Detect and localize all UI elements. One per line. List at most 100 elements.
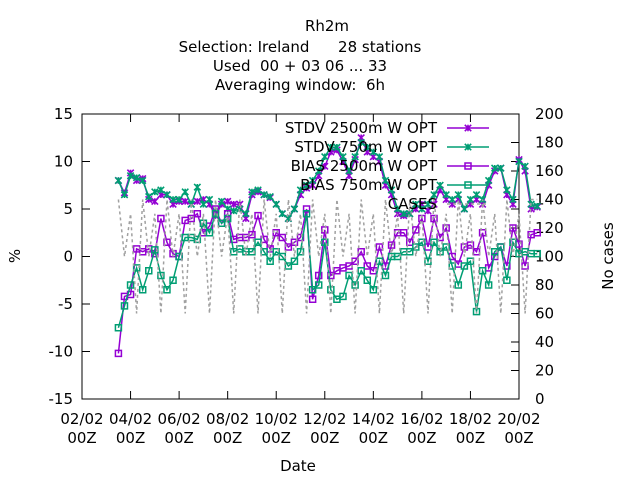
x-tick-label-date: 08/02 (206, 410, 249, 428)
data-point (302, 205, 311, 213)
data-point (229, 200, 238, 209)
x-tick-label-hour: 00Z (310, 429, 339, 447)
data-point (509, 238, 517, 246)
legend-label: CASES (388, 195, 437, 213)
data-point (296, 248, 305, 256)
data-point (163, 238, 171, 246)
y2-tick-label: 0 (535, 390, 545, 408)
y2-tick-label: 200 (535, 105, 564, 123)
data-point (290, 257, 299, 265)
data-point (478, 267, 487, 275)
data-point (163, 190, 171, 199)
data-point (114, 324, 123, 332)
data-point (375, 243, 384, 251)
data-point (442, 243, 450, 251)
data-point (418, 205, 426, 213)
data-point (266, 257, 274, 265)
data-point (260, 248, 268, 256)
data-point (254, 211, 262, 220)
data-point (406, 238, 414, 246)
data-point (157, 214, 165, 223)
data-point (193, 210, 202, 218)
y-tick-label: 10 (54, 153, 73, 171)
data-point (466, 195, 475, 204)
data-point (472, 248, 481, 256)
data-point (284, 262, 293, 270)
data-point (296, 186, 305, 194)
x-tick-label-hour: 00Z (213, 429, 242, 447)
data-point (144, 192, 153, 201)
data-point (345, 271, 353, 280)
series-bias-2500m (114, 205, 541, 358)
data-point (260, 190, 268, 199)
x-tick-label-date: 18/02 (449, 410, 492, 428)
x-tick-label-hour: 00Z (67, 429, 96, 447)
data-point (442, 190, 450, 199)
data-point (369, 148, 378, 156)
x-tick-label-hour: 00Z (164, 429, 193, 447)
data-point (138, 286, 147, 294)
x-tick-label-date: 02/02 (60, 410, 103, 428)
x-tick-label-hour: 00Z (262, 429, 291, 447)
data-point (472, 190, 481, 199)
data-point (169, 195, 177, 204)
data-point (205, 195, 214, 204)
chart-subtitle-line-2: Used 00 + 03 06 ... 33 (213, 57, 387, 75)
x-tick-label-date: 12/02 (303, 410, 346, 428)
chart-title: Rh2m (305, 17, 349, 35)
legend-label: BIAS 750m W OPT (300, 176, 438, 194)
data-point (454, 281, 463, 289)
data-point (120, 302, 129, 310)
data-point (175, 195, 183, 204)
data-point (284, 243, 293, 251)
data-point (357, 138, 365, 147)
data-point (199, 200, 208, 209)
series-cases (117, 198, 538, 314)
y2-tick-label: 100 (535, 248, 564, 266)
data-point (314, 271, 323, 280)
y2-tick-label: 60 (535, 305, 554, 323)
data-point (424, 200, 432, 209)
legend-marker (464, 143, 472, 151)
x-tick-label-hour: 00Z (407, 429, 436, 447)
data-point (193, 183, 202, 191)
y-tick-label: 15 (54, 105, 73, 123)
data-point (515, 157, 523, 166)
y-tick-label: -5 (58, 295, 73, 313)
series-layer (114, 133, 541, 358)
data-point (242, 209, 250, 218)
data-point (126, 171, 135, 180)
data-point (339, 292, 347, 301)
x-axis-label: Date (280, 457, 316, 475)
data-point (151, 246, 159, 254)
data-point (339, 152, 347, 161)
y2-tick-label: 80 (535, 276, 554, 294)
data-point (120, 190, 129, 199)
x-tick-label-hour: 00Z (116, 429, 145, 447)
data-point (163, 286, 171, 294)
y2-axis-label: No cases (599, 222, 617, 290)
data-point (126, 281, 135, 289)
data-point (363, 262, 372, 270)
data-point (193, 197, 202, 206)
data-point (533, 249, 541, 258)
y-tick-label: 0 (63, 248, 73, 266)
data-point (302, 181, 311, 190)
y2-tick-label: 160 (535, 162, 564, 180)
data-point (484, 281, 493, 289)
data-point (503, 186, 511, 194)
legend-label: BIAS 2500m W OPT (291, 157, 438, 175)
data-point (175, 252, 183, 261)
x-tick-label-date: 16/02 (400, 410, 443, 428)
data-point (478, 229, 487, 237)
data-point (375, 152, 384, 161)
data-point (363, 143, 372, 152)
data-point (266, 192, 274, 201)
data-point (460, 262, 469, 270)
data-point (327, 286, 335, 294)
data-point (387, 241, 396, 249)
data-point (308, 176, 317, 185)
data-point (321, 238, 329, 246)
data-point (533, 202, 541, 210)
